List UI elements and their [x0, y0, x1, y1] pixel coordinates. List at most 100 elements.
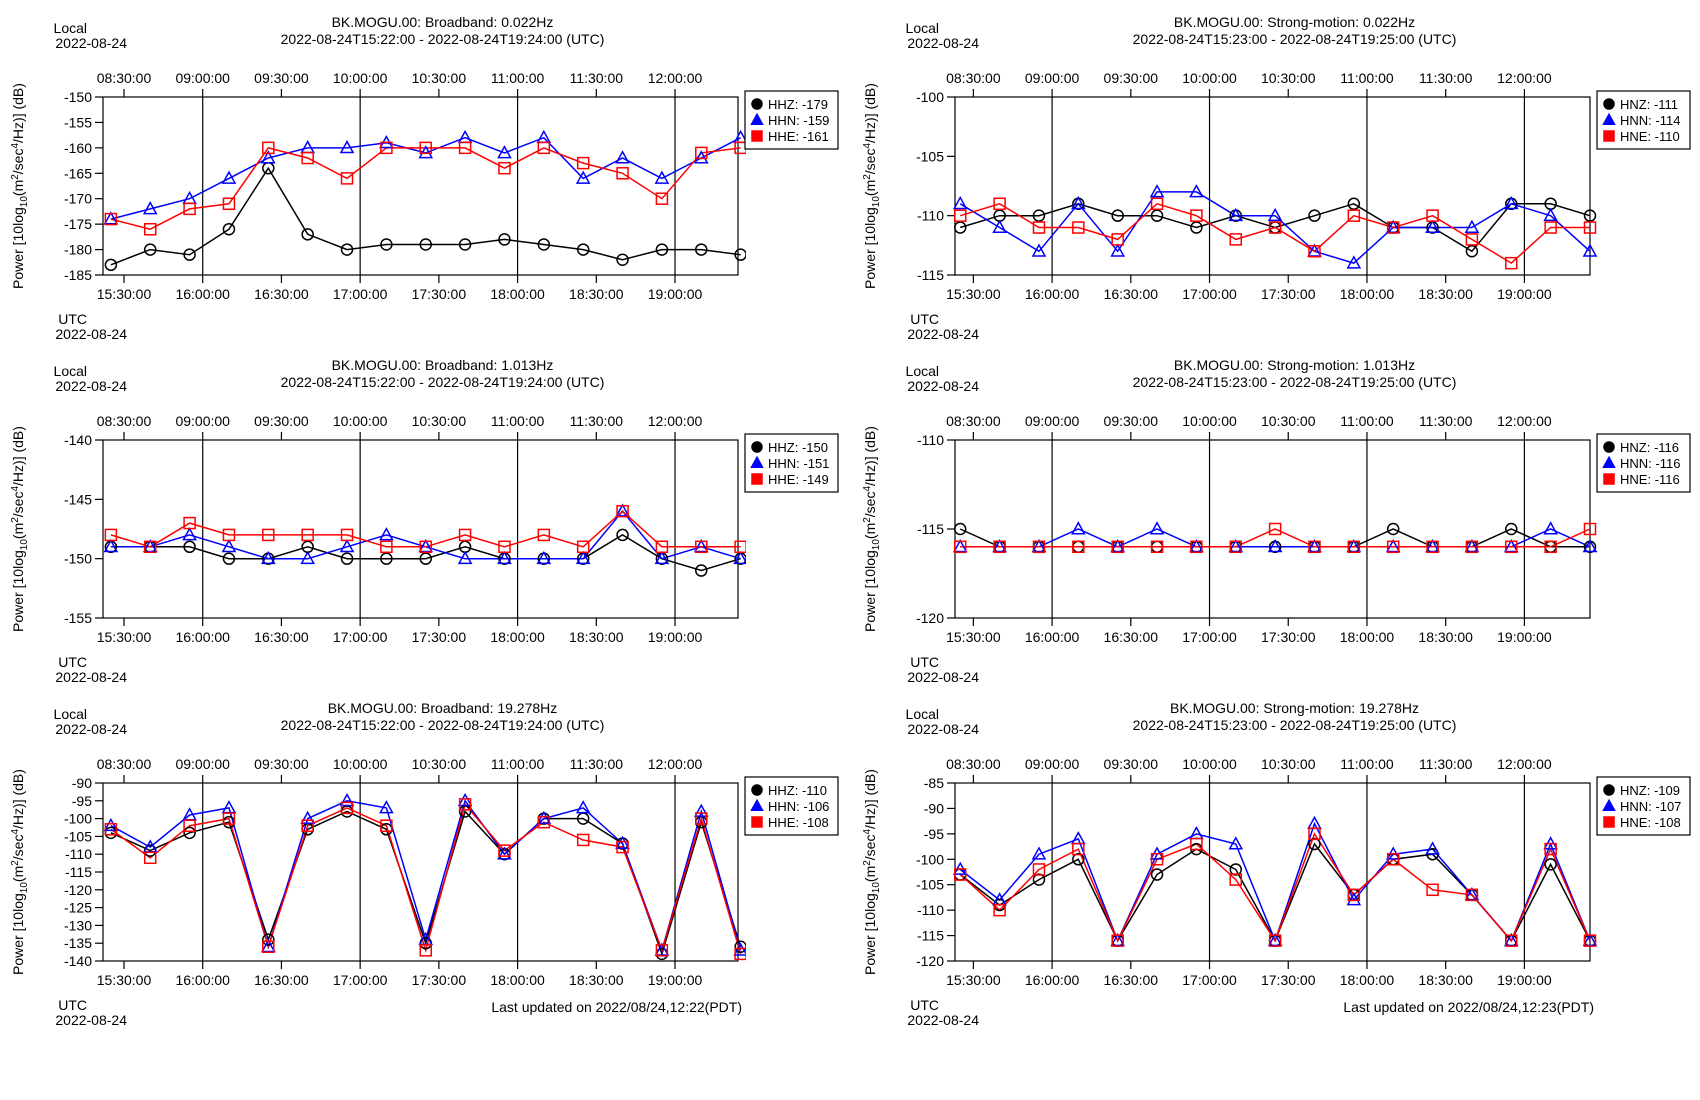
x-tick-label-local: 11:00:00: [1340, 70, 1394, 86]
y-tick-label: -105: [916, 877, 944, 893]
x-tick-label-utc: 17:30:00: [412, 629, 467, 645]
x-tick-label-utc: 16:00:00: [1025, 286, 1080, 302]
y-axis-label: Power [10log10(m2/sec4/Hz)] (dB): [10, 83, 30, 289]
series-line-HNZ: [959, 528, 1590, 548]
data-point-HHE: [222, 197, 236, 211]
series-layer: [103, 503, 746, 577]
chart-panel-2: BK.MOGU.00: Strong-motion: 0.022Hz2022-0…: [862, 14, 1691, 342]
data-point-HNN: [1149, 184, 1165, 198]
x-tick-label-utc: 17:00:00: [1182, 286, 1237, 302]
series-line-HHE: [110, 147, 741, 230]
x-tick-label-utc: 16:30:00: [1104, 972, 1159, 988]
x-tick-label-utc: 16:30:00: [254, 972, 309, 988]
series-layer: [103, 792, 746, 961]
data-point-HNN: [1346, 538, 1362, 553]
data-point-HHE: [380, 141, 393, 155]
data-point-HHN: [575, 170, 591, 184]
data-point-HHN: [654, 170, 670, 184]
x-tick-label-local: 10:30:00: [1261, 756, 1316, 772]
data-point-HNN: [1307, 243, 1322, 257]
utc-date: 2022-08-24: [55, 669, 127, 685]
plot-frame: [954, 96, 1591, 276]
y-tick-label: -90: [924, 800, 944, 816]
x-tick-label-utc: 16:30:00: [254, 286, 309, 302]
local-date: 2022-08-24: [55, 378, 127, 394]
data-point-HHE: [458, 141, 472, 155]
last-updated-text: Last updated on 2022/08/24,12:22(PDT): [491, 999, 742, 1015]
legend-entry-HNZ: HNZ: -116: [1620, 440, 1679, 455]
data-point-HNE: [1072, 842, 1085, 856]
data-point-HNE: [1190, 540, 1203, 554]
legend-entry-HHZ: HHZ: -179: [768, 97, 828, 112]
data-point-HHE: [734, 540, 746, 554]
y-tick-label: -95: [924, 826, 944, 842]
data-point-HNN: [952, 195, 968, 210]
data-point-HHE: [576, 156, 590, 170]
chart-title: BK.MOGU.00: Strong-motion: 19.278Hz: [1170, 700, 1419, 716]
chart-panel-4: BK.MOGU.00: Strong-motion: 1.013Hz2022-0…: [862, 357, 1691, 685]
x-tick-label-local: 11:30:00: [1419, 70, 1473, 86]
data-point-HNN: [1031, 846, 1047, 860]
data-point-HNN: [1425, 219, 1440, 233]
y-axis-label: Power [10log10(m2/sec4/Hz)] (dB): [862, 426, 882, 632]
x-tick-label-local: 10:00:00: [1182, 756, 1237, 772]
data-point-HHN: [418, 145, 434, 159]
data-point-HHN: [182, 527, 197, 541]
data-point-HNE: [1032, 540, 1046, 554]
data-point-HNN: [1543, 207, 1558, 222]
y-tick-label: -115: [917, 928, 944, 944]
x-tick-label-local: 09:00:00: [175, 70, 230, 86]
x-tick-label-utc: 17:00:00: [1182, 972, 1237, 988]
data-point-HNZ: [1229, 863, 1243, 876]
x-tick-label-utc: 18:00:00: [1340, 972, 1395, 988]
y-tick-label: -175: [64, 216, 92, 232]
y-tick-label: -145: [64, 491, 92, 507]
data-point-HNE: [1386, 540, 1400, 554]
utc-label: UTC: [58, 997, 87, 1013]
x-tick-label-local: 11:30:00: [570, 756, 624, 772]
y-tick-label: -135: [64, 935, 92, 951]
data-point-HHN: [379, 527, 394, 541]
data-point-HNN: [1385, 538, 1401, 553]
series-line-HNE: [959, 202, 1590, 265]
y-axis-label: Power [10log10(m2/sec4/Hz)] (dB): [862, 83, 882, 289]
x-tick-label-local: 10:00:00: [1182, 413, 1237, 429]
chart-subtitle: 2022-08-24T15:23:00 - 2022-08-24T19:25:0…: [1133, 374, 1457, 390]
series-layer: [952, 815, 1598, 947]
data-point-HHN: [103, 817, 119, 832]
chart-panel-6: BK.MOGU.00: Strong-motion: 19.278Hz2022-…: [862, 700, 1691, 1028]
y-tick-label: -105: [916, 148, 944, 164]
data-point-HHE: [419, 944, 432, 957]
data-point-HHZ: [380, 238, 393, 251]
data-point-HHN: [103, 211, 119, 225]
data-point-HNZ: [1465, 245, 1479, 258]
square-icon: [1603, 473, 1615, 485]
data-point-HHN: [575, 550, 591, 565]
data-point-HNE: [1150, 540, 1164, 554]
x-tick-label-utc: 15:30:00: [946, 286, 1001, 302]
y-tick-label: -110: [65, 846, 92, 862]
legend-entry-HHZ: HHZ: -110: [768, 783, 827, 798]
data-point-HNN: [1267, 538, 1283, 553]
data-point-HHN: [575, 800, 591, 814]
data-point-HHN: [615, 835, 630, 849]
data-point-HHE: [301, 528, 314, 542]
x-tick-label-local: 09:30:00: [254, 70, 309, 86]
circle-icon: [751, 784, 763, 796]
x-tick-label-utc: 18:30:00: [1418, 972, 1473, 988]
y-tick-label: -120: [64, 882, 92, 898]
data-point-HHZ: [104, 258, 118, 272]
data-point-HHE: [340, 528, 354, 542]
data-point-HNE: [1150, 197, 1164, 211]
data-point-HNN: [952, 538, 968, 553]
data-point-HHZ: [222, 552, 236, 565]
y-tick-label: -95: [72, 793, 92, 809]
data-point-HNN: [1267, 932, 1283, 947]
plot-frame: [954, 439, 1591, 619]
y-axis-label: Power [10log10(m2/sec4/Hz)] (dB): [10, 769, 30, 975]
data-point-HNE: [1465, 233, 1479, 246]
data-point-HNE: [1583, 221, 1597, 234]
legend-entry-HNE: HNE: -108: [1620, 815, 1681, 830]
